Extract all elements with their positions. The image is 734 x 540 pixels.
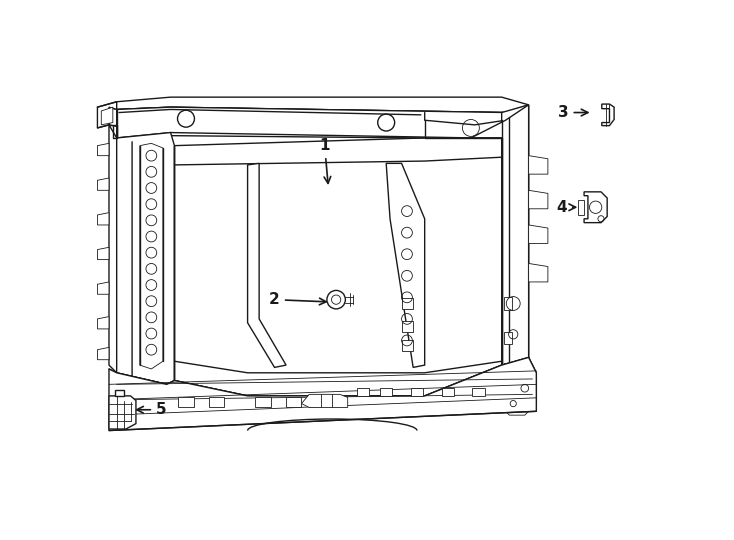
Polygon shape	[501, 105, 528, 396]
Polygon shape	[255, 397, 271, 408]
Polygon shape	[528, 190, 548, 209]
Text: 2: 2	[269, 292, 326, 307]
Polygon shape	[98, 213, 109, 225]
Polygon shape	[584, 192, 607, 222]
Circle shape	[327, 291, 346, 309]
Polygon shape	[117, 107, 506, 138]
Polygon shape	[471, 105, 528, 400]
Polygon shape	[528, 156, 548, 174]
Polygon shape	[442, 388, 454, 396]
Polygon shape	[501, 357, 537, 408]
Text: 5: 5	[137, 402, 167, 417]
Polygon shape	[98, 143, 109, 156]
Polygon shape	[101, 107, 113, 125]
Text: 3: 3	[558, 105, 588, 120]
Polygon shape	[411, 388, 423, 396]
Polygon shape	[504, 298, 512, 309]
Polygon shape	[504, 332, 512, 345]
Polygon shape	[357, 388, 369, 396]
Polygon shape	[504, 363, 512, 375]
Polygon shape	[602, 104, 614, 126]
Polygon shape	[401, 321, 413, 332]
Polygon shape	[98, 102, 117, 128]
Polygon shape	[386, 164, 425, 367]
Polygon shape	[380, 388, 393, 396]
Text: 1: 1	[319, 138, 331, 184]
Polygon shape	[247, 164, 286, 367]
Polygon shape	[286, 397, 302, 408]
Polygon shape	[401, 298, 413, 309]
Text: 4: 4	[556, 200, 575, 215]
Polygon shape	[98, 282, 109, 294]
Polygon shape	[578, 200, 584, 215]
Polygon shape	[178, 397, 194, 408]
Polygon shape	[302, 394, 348, 408]
Polygon shape	[209, 397, 225, 408]
Polygon shape	[115, 390, 124, 396]
Polygon shape	[98, 316, 109, 329]
Polygon shape	[109, 125, 117, 373]
Polygon shape	[401, 340, 413, 351]
Polygon shape	[109, 396, 136, 429]
Polygon shape	[139, 143, 163, 369]
Polygon shape	[98, 347, 109, 360]
Polygon shape	[473, 388, 484, 396]
Polygon shape	[109, 357, 537, 430]
Polygon shape	[98, 178, 109, 190]
Polygon shape	[98, 247, 109, 260]
Polygon shape	[109, 107, 117, 126]
Polygon shape	[528, 264, 548, 282]
Polygon shape	[501, 392, 537, 415]
Polygon shape	[109, 97, 528, 112]
Polygon shape	[117, 132, 175, 384]
Polygon shape	[528, 225, 548, 244]
